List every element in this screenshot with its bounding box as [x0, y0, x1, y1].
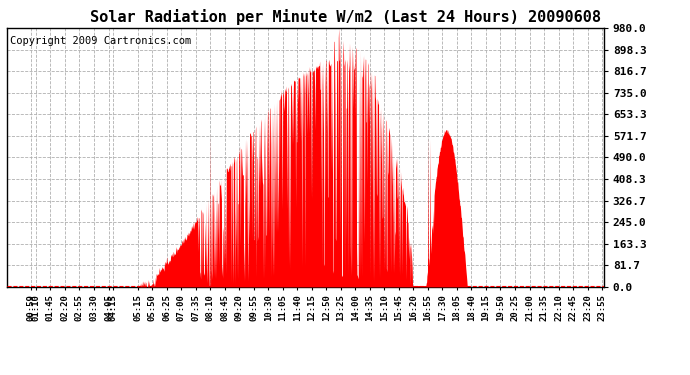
- Text: Copyright 2009 Cartronics.com: Copyright 2009 Cartronics.com: [10, 36, 191, 46]
- Text: Solar Radiation per Minute W/m2 (Last 24 Hours) 20090608: Solar Radiation per Minute W/m2 (Last 24…: [90, 9, 600, 26]
